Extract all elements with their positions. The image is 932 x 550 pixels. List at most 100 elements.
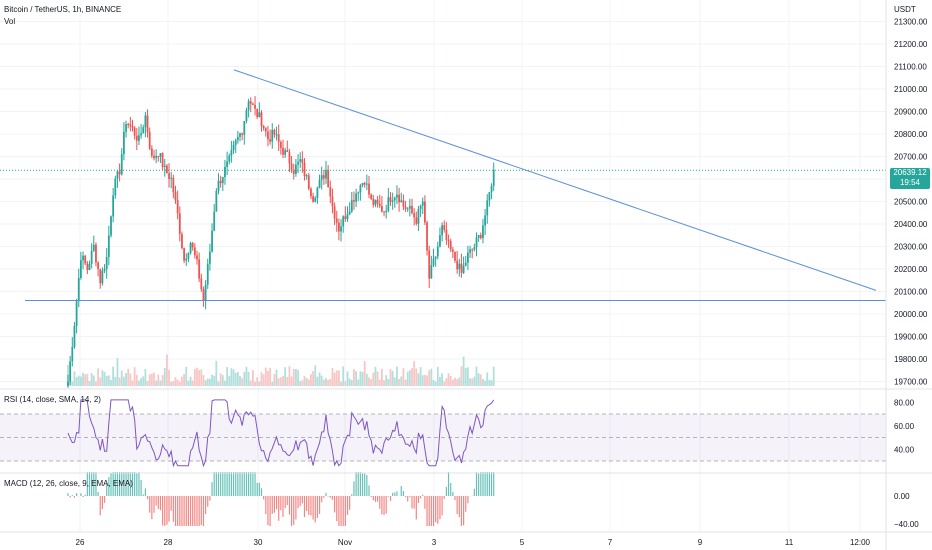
volume-bar bbox=[301, 380, 304, 386]
volume-bar bbox=[477, 373, 480, 386]
volume-bar bbox=[200, 369, 203, 386]
candle-body bbox=[163, 165, 166, 167]
candle-body bbox=[361, 182, 364, 186]
symbol-title[interactable]: Bitcoin / TetherUS, 1h, BINANCE bbox=[4, 5, 122, 14]
candle-body bbox=[301, 159, 304, 163]
candle-body bbox=[202, 289, 205, 301]
candle-body bbox=[183, 248, 185, 261]
volume-bar bbox=[305, 377, 308, 386]
volume-bar bbox=[303, 375, 306, 386]
candle-body bbox=[127, 123, 130, 125]
current-price-badge: 20639.12 19:54 bbox=[890, 168, 930, 189]
candle-body bbox=[69, 361, 72, 382]
candle-body bbox=[146, 115, 149, 133]
time-tick-label: 5 bbox=[520, 538, 525, 547]
price-tick-label: 19900.00 bbox=[894, 333, 928, 342]
volume-bar bbox=[299, 381, 302, 386]
candle-body bbox=[441, 225, 443, 236]
volume-bar bbox=[295, 369, 297, 386]
candle-body bbox=[196, 255, 198, 260]
candle-body bbox=[383, 211, 385, 213]
volume-bar bbox=[86, 373, 89, 386]
candle-body bbox=[284, 150, 287, 155]
volume-bar bbox=[230, 368, 233, 386]
candle-body bbox=[473, 247, 476, 250]
volume-bar bbox=[479, 374, 482, 386]
volume-bar bbox=[88, 381, 91, 386]
candle-body bbox=[393, 197, 396, 201]
candle-body bbox=[249, 101, 252, 104]
price-tick-label: 19700.00 bbox=[894, 378, 928, 387]
volume-bar bbox=[116, 358, 119, 386]
volume-bar bbox=[209, 378, 211, 386]
candle-body bbox=[344, 216, 347, 220]
volume-bar bbox=[359, 371, 362, 386]
rsi-legend[interactable]: RSI (14, close, SMA, 14, 2) bbox=[4, 395, 101, 404]
candle-body bbox=[424, 201, 426, 223]
volume-bar bbox=[316, 376, 319, 386]
volume-bar bbox=[185, 366, 188, 386]
candle-body bbox=[355, 193, 357, 202]
candle-body bbox=[329, 187, 332, 197]
candle-body bbox=[211, 230, 213, 252]
volume-bar bbox=[381, 368, 383, 386]
volume-bar bbox=[118, 377, 121, 386]
candle-body bbox=[426, 222, 428, 251]
volume-bar bbox=[123, 376, 125, 386]
price-tick-label: 20400.00 bbox=[894, 220, 928, 229]
candle-body bbox=[279, 142, 282, 148]
chart-header: Bitcoin / TetherUS, 1h, BINANCE Vol bbox=[4, 4, 121, 28]
candle-body bbox=[176, 200, 179, 214]
candle-body bbox=[396, 194, 398, 198]
volume-bar bbox=[363, 361, 366, 386]
candle-body bbox=[391, 200, 394, 202]
candle-body bbox=[142, 127, 145, 134]
volume-bar bbox=[454, 377, 456, 386]
volume-bar bbox=[232, 369, 235, 386]
candle-body bbox=[228, 155, 231, 162]
candle-body bbox=[172, 177, 175, 193]
candle-body bbox=[359, 185, 362, 193]
volume-bar bbox=[297, 370, 299, 386]
volume-bar bbox=[393, 377, 396, 386]
macd-tick-label: −40.00 bbox=[894, 520, 919, 529]
candle-body bbox=[120, 154, 123, 175]
time-tick-label: 30 bbox=[254, 538, 263, 547]
volume-bar bbox=[228, 375, 231, 386]
candle-body bbox=[492, 170, 495, 186]
candle-body bbox=[314, 197, 317, 202]
candle-body bbox=[327, 170, 330, 188]
candle-body bbox=[445, 229, 448, 240]
candle-body bbox=[75, 301, 78, 326]
volume-bar bbox=[320, 375, 323, 386]
price-tick-label: 21300.00 bbox=[894, 18, 928, 27]
candle-body bbox=[348, 211, 351, 215]
candle-body bbox=[378, 203, 381, 206]
volume-bar bbox=[155, 380, 158, 386]
candle-body bbox=[488, 192, 491, 201]
volume-bar bbox=[335, 370, 338, 386]
volume-bar bbox=[368, 377, 370, 386]
volume-bar bbox=[430, 368, 433, 386]
candle-body bbox=[318, 179, 321, 188]
candle-body bbox=[387, 197, 390, 211]
price-tick-label: 20000.00 bbox=[894, 310, 928, 319]
volume-bar bbox=[131, 380, 134, 386]
macd-legend[interactable]: MACD (12, 26, close, 9, EMA, EMA) bbox=[4, 479, 133, 488]
volume-bar bbox=[288, 366, 291, 386]
candle-body bbox=[155, 155, 158, 159]
candle-body bbox=[411, 205, 413, 214]
candle-body bbox=[252, 103, 254, 105]
candle-body bbox=[234, 140, 237, 145]
volume-bar bbox=[314, 365, 317, 386]
candle-body bbox=[462, 265, 465, 273]
candle-body bbox=[131, 125, 134, 128]
volume-legend[interactable]: Vol bbox=[4, 17, 16, 26]
volume-bar bbox=[84, 374, 87, 386]
candle-body bbox=[436, 246, 439, 257]
volume-bar bbox=[445, 378, 448, 386]
volume-bar bbox=[146, 381, 149, 386]
candle-body bbox=[432, 258, 435, 266]
candle-body bbox=[217, 180, 220, 191]
